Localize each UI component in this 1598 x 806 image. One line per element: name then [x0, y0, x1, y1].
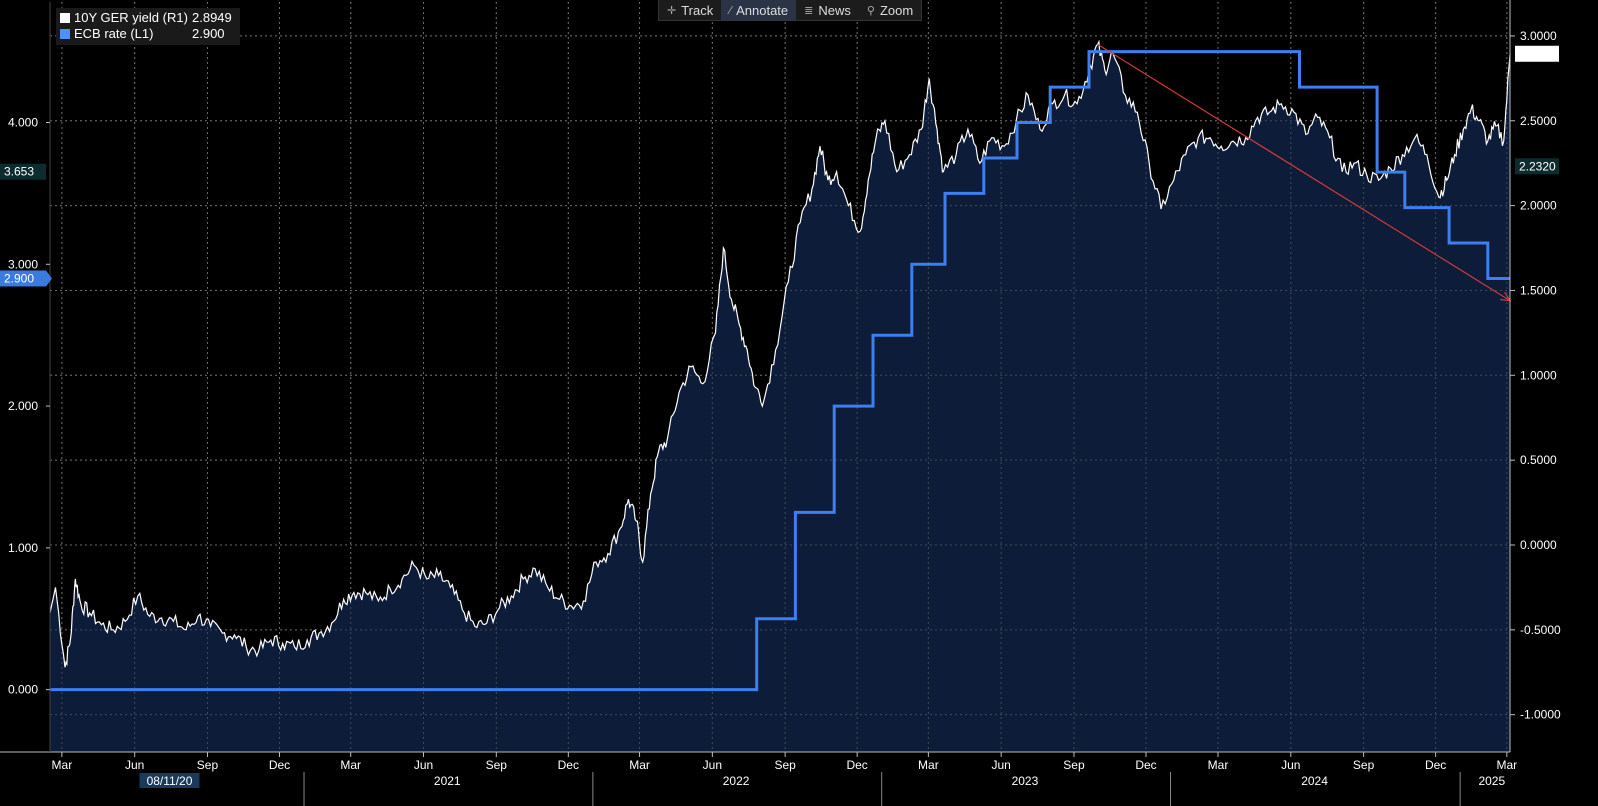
x-axis-month-label: Mar: [1496, 758, 1517, 772]
right-axis-tick-label: -1.0000: [1520, 708, 1561, 722]
x-axis-month-label: Dec: [846, 758, 867, 772]
date-cursor-tag: [139, 773, 200, 788]
last-value-tag: [1515, 45, 1559, 62]
last-value-tag: [1515, 158, 1559, 175]
last-value-tag-label: 2.2320: [1519, 159, 1556, 173]
x-axis-month-label: Jun: [1281, 758, 1300, 772]
left-axis-tick-label: 4.000: [8, 116, 38, 130]
chart-toolbar: ✛ Track ⁄ Annotate ≣ News ⚲ Zoom: [658, 0, 923, 21]
magnifier-icon: ⚲: [866, 3, 875, 17]
x-axis-month-label: Sep: [1353, 758, 1375, 772]
yield-area-fill: [50, 2, 1510, 753]
x-axis-month-label: Mar: [52, 758, 73, 772]
x-axis-month-label: Mar: [340, 758, 361, 772]
x-axis-month-label: Jun: [703, 758, 722, 772]
x-axis-month-label: Sep: [1063, 758, 1085, 772]
x-axis-month-label: Mar: [629, 758, 650, 772]
left-axis-tick-label: 2.000: [8, 399, 38, 413]
right-axis-tick-label: 3.0000: [1520, 29, 1557, 43]
x-axis-month-label: Dec: [558, 758, 579, 772]
legend: 10Y GER yield (R1) 2.8949 ECB rate (L1) …: [56, 8, 240, 45]
x-axis-month-label: Sep: [486, 758, 508, 772]
trend-arrow-line: [1097, 43, 1511, 302]
x-axis-month-label: Mar: [918, 758, 939, 772]
crosshair-icon: ✛: [667, 3, 677, 17]
legend-swatch-yield: [60, 13, 70, 23]
pencil-icon: ⁄: [729, 3, 732, 17]
right-axis-tick-label: -0.5000: [1520, 623, 1561, 637]
zoom-label: Zoom: [879, 2, 914, 18]
last-value-tag-label: 2.900: [4, 271, 34, 285]
x-axis-year-label: 2021: [434, 774, 461, 788]
track-label: Track: [681, 2, 714, 18]
news-button[interactable]: ≣ News: [796, 0, 859, 20]
legend-swatch-ecb: [60, 29, 70, 39]
x-axis-month-label: Dec: [1425, 758, 1446, 772]
last-value-tag: [0, 163, 46, 180]
left-axis-tick-label: 0.000: [8, 683, 38, 697]
x-axis-year-label: 2022: [723, 774, 750, 788]
right-axis-tick-label: 0.5000: [1520, 453, 1557, 467]
right-axis-tick-label: 1.5000: [1520, 283, 1557, 297]
news-label: News: [818, 2, 851, 18]
x-axis-month-label: Sep: [774, 758, 796, 772]
last-value-tag-pointer: [46, 270, 52, 287]
x-axis-year-label: 08/11/20: [147, 774, 193, 788]
legend-item-yield[interactable]: 10Y GER yield (R1) 2.8949: [60, 10, 232, 26]
x-axis-month-label: Mar: [1208, 758, 1229, 772]
x-axis-year-label: 2023: [1012, 774, 1039, 788]
yield-area: [50, 41, 1510, 753]
series-line-yield: [49, 39, 1511, 668]
series-lines: [49, 39, 1511, 692]
axes: -1.0000 -0.5000 0.0000 0.5000 1.0000 1.5000 2.…: [0, 0, 1561, 806]
zoom-button[interactable]: ⚲ Zoom: [859, 0, 921, 20]
annotate-label: Annotate: [736, 2, 789, 18]
last-value-tag-label: 2.8949: [1519, 47, 1556, 61]
x-axis-month-label: Jun: [414, 758, 433, 772]
right-axis-tick-label: 2.5000: [1520, 114, 1557, 128]
right-axis-tick-label: 0.0000: [1520, 538, 1557, 552]
x-axis-month-label: Sep: [197, 758, 219, 772]
left-axis-tick-label: 1.000: [8, 541, 38, 555]
news-icon: ≣: [804, 3, 814, 17]
series-line-ecb-rate: [50, 50, 1510, 692]
x-axis-month-label: Jun: [125, 758, 144, 772]
x-axis-year-label: 2024: [1301, 774, 1328, 788]
annotate-button[interactable]: ⁄ Annotate: [721, 0, 797, 20]
legend-value: 2.8949: [192, 10, 232, 25]
x-axis-month-label: Dec: [1135, 758, 1156, 772]
x-axis-month-label: Jun: [991, 758, 1010, 772]
legend-item-ecb[interactable]: ECB rate (L1) 2.900: [60, 26, 232, 42]
x-axis-month-label: Dec: [269, 758, 290, 772]
legend-value: 2.900: [192, 26, 225, 41]
left-axis-tick-label: 3.000: [8, 257, 38, 271]
legend-name: ECB rate (L1): [74, 26, 154, 41]
last-value-tag: [0, 270, 46, 287]
track-button[interactable]: ✛ Track: [659, 0, 721, 20]
last-value-tag-label: 3.653: [4, 165, 34, 179]
legend-name: 10Y GER yield (R1): [74, 10, 188, 25]
right-axis-tick-label: 1.0000: [1520, 368, 1557, 382]
right-axis-tick-label: 2.0000: [1520, 199, 1557, 213]
x-axis-year-label: 2025: [1478, 774, 1505, 788]
